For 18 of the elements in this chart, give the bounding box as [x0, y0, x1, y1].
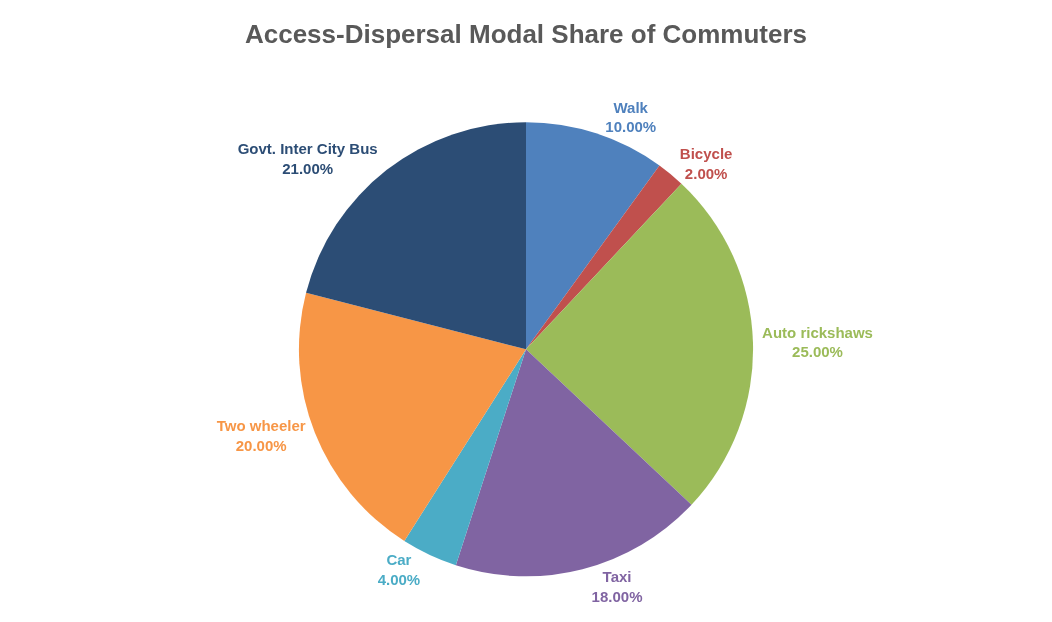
data-label: 4.00% — [377, 570, 421, 588]
data-label: 21.00% — [282, 159, 334, 177]
slice-label: Bicycle — [679, 145, 733, 163]
pie-slice — [526, 122, 660, 350]
slice-label: Govt. Inter City Bus — [237, 140, 378, 158]
data-label: 2.00% — [684, 164, 728, 182]
data-label: 18.00% — [591, 587, 643, 605]
pie-slice — [526, 183, 753, 505]
slice-label: Car — [386, 551, 412, 569]
slice-label: Auto rickshaws — [762, 323, 873, 341]
pie-slice — [526, 165, 682, 350]
slice-label: Two wheeler — [216, 417, 306, 435]
slice-label: Taxi — [602, 568, 632, 586]
data-label: 25.00% — [792, 343, 843, 361]
data-label: 20.00% — [235, 436, 287, 454]
chart-title: Access-Dispersal Modal Share of Commuters — [244, 19, 808, 50]
data-label: 10.00% — [605, 118, 657, 136]
slice-label: Walk — [613, 98, 649, 116]
